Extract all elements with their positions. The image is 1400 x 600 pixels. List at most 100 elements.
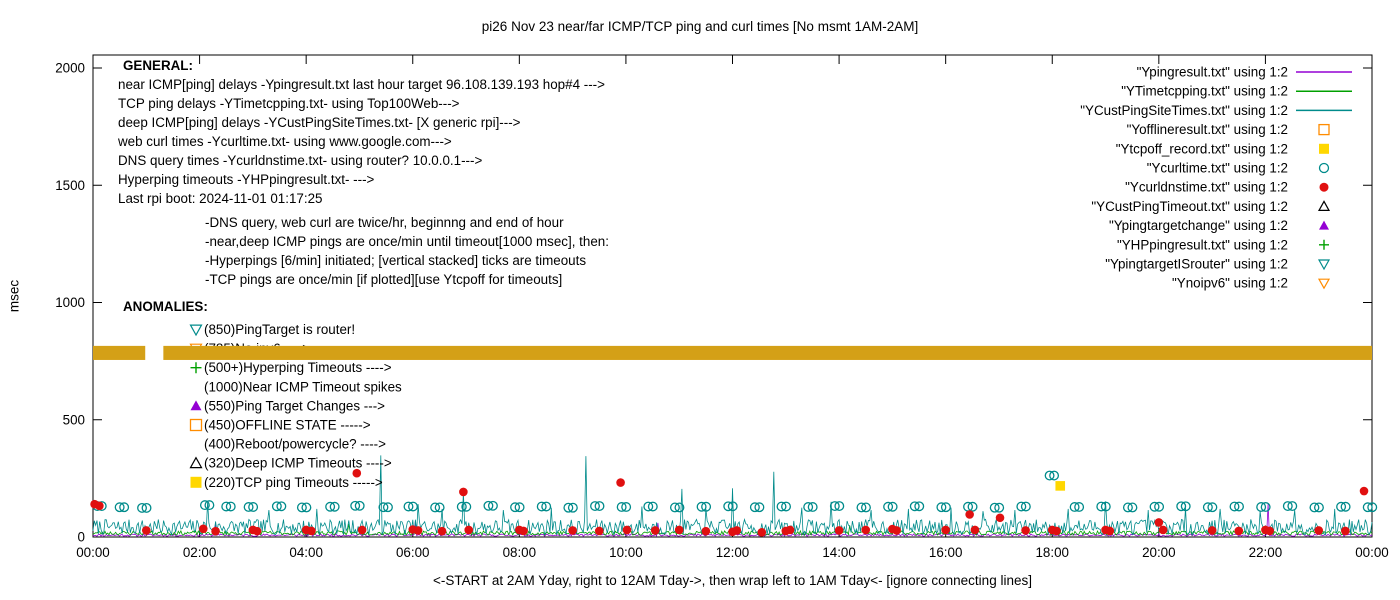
point-Ycurldnstime [834, 526, 844, 535]
anomaly-item: (1000)Near ICMP Timeout spikes [204, 379, 402, 394]
point-Ycurldnstime [95, 501, 104, 511]
point-Ycurldnstime [1052, 526, 1061, 536]
scatter-layer [90, 468, 1378, 537]
point-Ycurltime [1044, 470, 1055, 481]
point-Ycurltime [834, 501, 845, 511]
point-Ycurltime [781, 501, 791, 512]
point-Ycurldnstime [459, 487, 468, 497]
legend-layer: "Ypingresult.txt" using 1:2 "YTimetcpping… [1080, 65, 1352, 291]
point-Ycurltime [1176, 501, 1187, 512]
point-Ycurltime [1260, 502, 1271, 512]
point-Ycurldnstime [674, 525, 684, 535]
point-Ycurldnstime [1314, 526, 1324, 535]
x-tick-label: 08:00 [503, 545, 537, 560]
general-note: -Hyperpings [6/min] initiated; [vertical… [205, 253, 586, 268]
point-Ycurltime [647, 501, 658, 512]
point-Ycurltime [248, 502, 259, 512]
chart-title: pi26 Nov 23 near/far ICMP/TCP ping and c… [481, 19, 919, 34]
point-Ycurldnstime [941, 525, 950, 535]
point-Ycurltime [403, 501, 414, 512]
point-Ycurltime [350, 500, 361, 511]
point-Ycurltime [994, 502, 1005, 513]
legend-sample-triangle-down-open [1317, 259, 1331, 271]
point-Ycurldnstime [252, 526, 262, 536]
point-Ycurltime [1100, 501, 1111, 512]
point-Ycurldnstime [995, 513, 1005, 523]
y-tick-label: 2000 [55, 61, 85, 76]
y-tick-label: 1000 [55, 295, 85, 310]
point-Ycurltime [1180, 501, 1191, 512]
y-tick-label: 1500 [55, 178, 85, 193]
point-Ycurldnstime [413, 526, 423, 535]
point-Ycurltime [1016, 501, 1027, 512]
point-Ycurltime [669, 502, 680, 513]
point-Ycurldnstime [622, 525, 632, 535]
general-line: near ICMP[ping] delays -Ypingresult.txt … [118, 77, 605, 92]
band-Ynoipv6 [163, 345, 1373, 360]
point-Ycurltime [487, 500, 498, 511]
point-Ycurltime [119, 502, 130, 513]
point-Ycurltime [1074, 502, 1085, 512]
point-Ycurltime [989, 502, 1000, 513]
x-tick-label: 10:00 [609, 545, 643, 560]
point-Ycurldnstime [352, 468, 362, 478]
point-Ycurltime [829, 501, 840, 511]
point-Ycurltime [1313, 502, 1324, 513]
legend-label: "YpingtargetISrouter" using 1:2 [1105, 257, 1288, 272]
general-heading: GENERAL: [123, 58, 193, 73]
point-Ycurldnstime [1359, 486, 1369, 496]
point-Ycurldnstime [892, 526, 901, 535]
point-Ycurltime [1229, 501, 1240, 512]
point-Ycurldnstime [701, 526, 711, 536]
anomaly-item: (850)PingTarget is router! [204, 322, 355, 337]
x-tick-label: 12:00 [716, 545, 750, 560]
legend-label: "Ypingtargetchange" using 1:2 [1109, 218, 1288, 233]
point-Ycurltime [1127, 502, 1138, 513]
point-Ycurltime [461, 501, 472, 512]
point-Ycurltime [430, 502, 441, 513]
point-Ycurltime [204, 500, 215, 511]
x-tick-label: 00:00 [1355, 545, 1389, 560]
point-Ycurltime [967, 501, 978, 512]
x-tick-label: 16:00 [929, 545, 963, 560]
point-Ycurltime [914, 501, 925, 512]
legend-label: "Ycurltime.txt" using 1:2 [1147, 161, 1288, 176]
point-Ycurldnstime [437, 526, 447, 536]
point-Ycurltime [643, 501, 654, 512]
point-Ycurltime [616, 502, 627, 512]
point-Ycurldnstime [1105, 526, 1115, 536]
legend-sample-square-filled [1319, 143, 1329, 154]
point-Ycurltime [674, 502, 685, 513]
point-Ycurldnstime [970, 525, 980, 535]
point-Ycurldnstime [965, 510, 974, 519]
point-Ycurldnstime [616, 478, 625, 487]
legend-label: "YTimetcpping.txt" using 1:2 [1121, 84, 1288, 99]
point-Ycurltime [621, 502, 632, 512]
point-Ycurldnstime [1207, 526, 1217, 535]
anomaly-item: (320)Deep ICMP Timeouts ----> [204, 456, 392, 471]
legend-sample-circle-filled [1319, 182, 1329, 192]
point-Ycurldnstime [1265, 526, 1274, 536]
point-Ycurltime [861, 502, 871, 513]
axes-layer: 0 500 1000 1500 2000 00:00 02:00 04:00 06:00 08:0… [55, 54, 1389, 560]
legend-sample-triangle-open [1317, 200, 1331, 211]
point-Ycurltime [114, 502, 125, 513]
point-Ycurldnstime [141, 526, 151, 535]
general-line: Hyperping timeouts -YHPpingresult.txt- -… [118, 172, 375, 187]
point-Ycurltime [701, 501, 712, 512]
point-Ycurltime [1207, 502, 1218, 513]
point-Ycurltime [1154, 501, 1165, 512]
point-Ycurldnstime [861, 525, 871, 535]
point-Ycurltime [271, 501, 282, 512]
point-Ycurltime [456, 501, 467, 512]
point-Ycurltime [354, 500, 365, 511]
point-Ycurltime [141, 502, 152, 513]
general-line: web curl times -Ycurltime.txt- using www… [117, 134, 452, 149]
point-Ycurldnstime [757, 528, 767, 537]
y-tick-label: 0 [78, 530, 85, 545]
point-Ytcpoff_record [1055, 481, 1066, 491]
point-Ycurltime [536, 501, 547, 512]
point-Ycurldnstime [211, 526, 220, 536]
legend-sample-circle-open [1318, 162, 1330, 174]
